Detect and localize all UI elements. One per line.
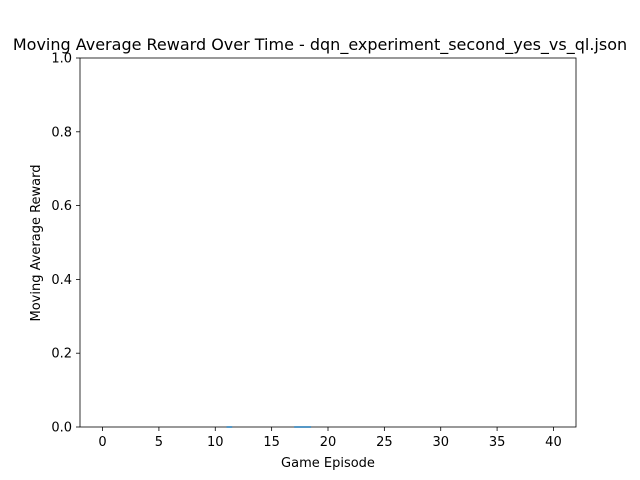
x-tick-label: 35	[489, 435, 506, 450]
x-axis-label: Game Episode	[281, 456, 375, 471]
y-tick-label: 0.8	[51, 125, 72, 140]
x-tick-label: 25	[376, 435, 393, 450]
plot-area	[79, 57, 577, 428]
y-axis-ticks: 0.0 0.2 0.4 0.6 0.8 1.0	[51, 52, 80, 436]
y-tick-label: 1.0	[51, 52, 72, 67]
x-tick-label: 20	[320, 435, 337, 450]
x-tick-label: 30	[432, 435, 449, 450]
plot-frame	[79, 57, 577, 428]
y-tick-label: 0.0	[51, 421, 72, 436]
chart-title: Moving Average Reward Over Time - dqn_ex…	[13, 35, 627, 55]
y-tick-label: 0.2	[51, 347, 72, 362]
y-axis-label: Moving Average Reward	[29, 164, 44, 321]
x-axis-ticks: 0 5 10 15 20 25 30 35 40	[98, 427, 562, 450]
x-tick-label: 0	[98, 435, 106, 450]
x-tick-label: 10	[207, 435, 224, 450]
y-tick-label: 0.6	[51, 199, 72, 214]
x-tick-label: 5	[155, 435, 163, 450]
y-tick-label: 0.4	[51, 273, 72, 288]
x-tick-label: 15	[263, 435, 280, 450]
x-tick-label: 40	[545, 435, 562, 450]
